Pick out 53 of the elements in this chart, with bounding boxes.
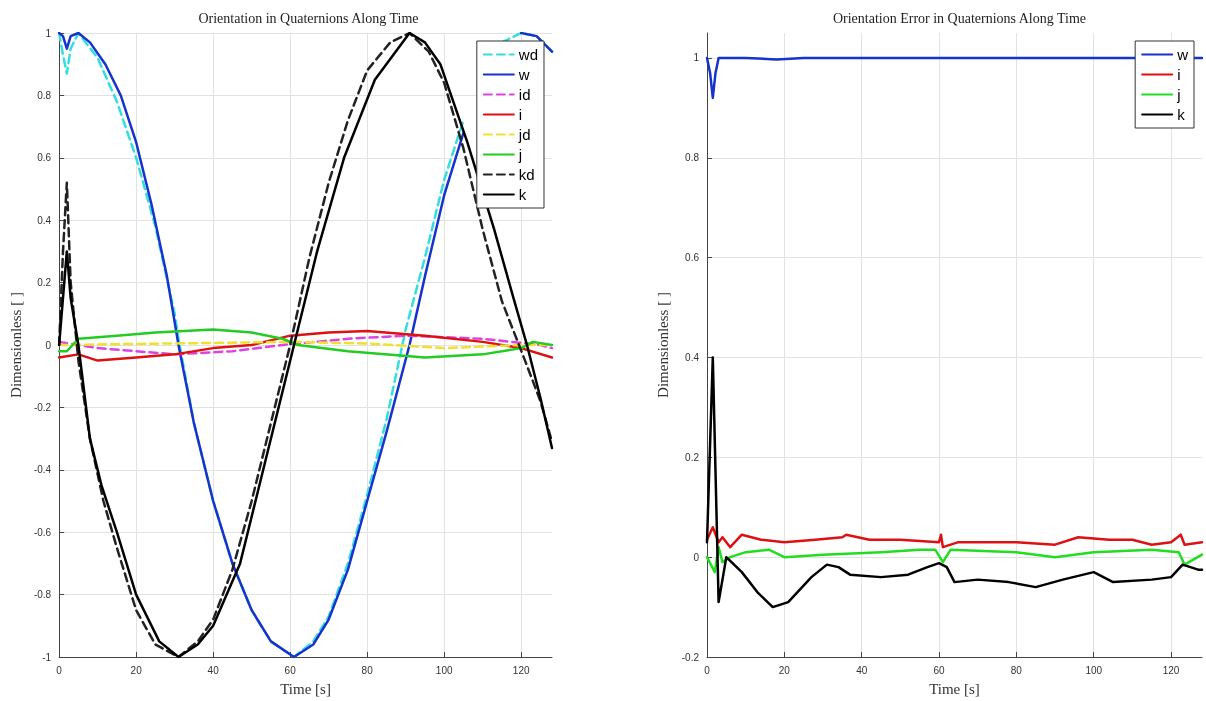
x-tick-label: 20 [130,664,143,676]
y-tick-label: -0.2 [33,401,52,413]
legend-label: i [518,106,523,123]
x-tick-label: 20 [778,664,791,676]
legend-label: kd [518,166,535,183]
x-tick-label: 0 [56,664,63,676]
x-tick-label: 120 [1162,664,1180,676]
y-axis-title: Dimensionless [ ] [7,292,24,398]
y-tick-label: 1 [45,27,52,39]
x-axis-title: Time [s] [280,680,331,697]
x-tick-label: 60 [284,664,297,676]
x-tick-label: 0 [704,664,711,676]
y-tick-label: -0.8 [33,589,52,601]
x-tick-label: 80 [1010,664,1023,676]
y-tick-label: 0 [45,339,52,351]
chart-title: Orientation Error in Quaternions Along Time [832,10,1087,26]
line-series [705,356,1204,609]
y-tick-label: 0.4 [685,351,700,363]
x-tick-label: 120 [512,664,530,676]
x-tick-label: 40 [856,664,868,676]
y-tick-label: 0.8 [37,89,52,101]
y-tick-label: -0.6 [33,526,52,538]
y-tick-label: 1 [693,52,700,64]
y-tick-label: 0.6 [37,152,52,164]
x-axis-title: Time [s] [929,680,980,697]
line-series [705,545,1204,574]
chart-title: Orientation in Quaternions Along Time [198,10,419,26]
y-tick-label: -0.2 [681,651,700,663]
legend-label: wd [517,46,539,63]
y-tick-label: 0.8 [685,152,700,164]
y-tick-label: 0.4 [37,214,52,226]
x-tick-label: 60 [933,664,946,676]
y-tick-label: -0.4 [33,464,52,476]
legend-label: jd [517,126,531,143]
legend-label: id [518,86,531,103]
x-tick-label: 100 [435,664,453,676]
legend-label: k [1177,106,1186,123]
line-series [705,525,1204,549]
legend-label: k [518,186,527,203]
y-tick-label: 0.2 [37,277,52,289]
y-tick-label: 0.2 [685,451,700,463]
legend-label: j [1176,86,1181,103]
y-tick-label: 0 [693,551,700,563]
x-tick-label: 80 [361,664,374,676]
legend-label: j [517,146,523,163]
x-tick-label: 100 [1085,664,1103,676]
x-tick-label: 40 [207,664,220,676]
legend-label: w [517,66,530,83]
y-axis-title: Dimensionless [ ] [655,292,672,398]
y-tick-label: -1 [42,651,52,663]
legend-label: w [1176,46,1189,63]
y-tick-label: 0.6 [685,252,700,264]
legend-label: i [1177,66,1181,83]
